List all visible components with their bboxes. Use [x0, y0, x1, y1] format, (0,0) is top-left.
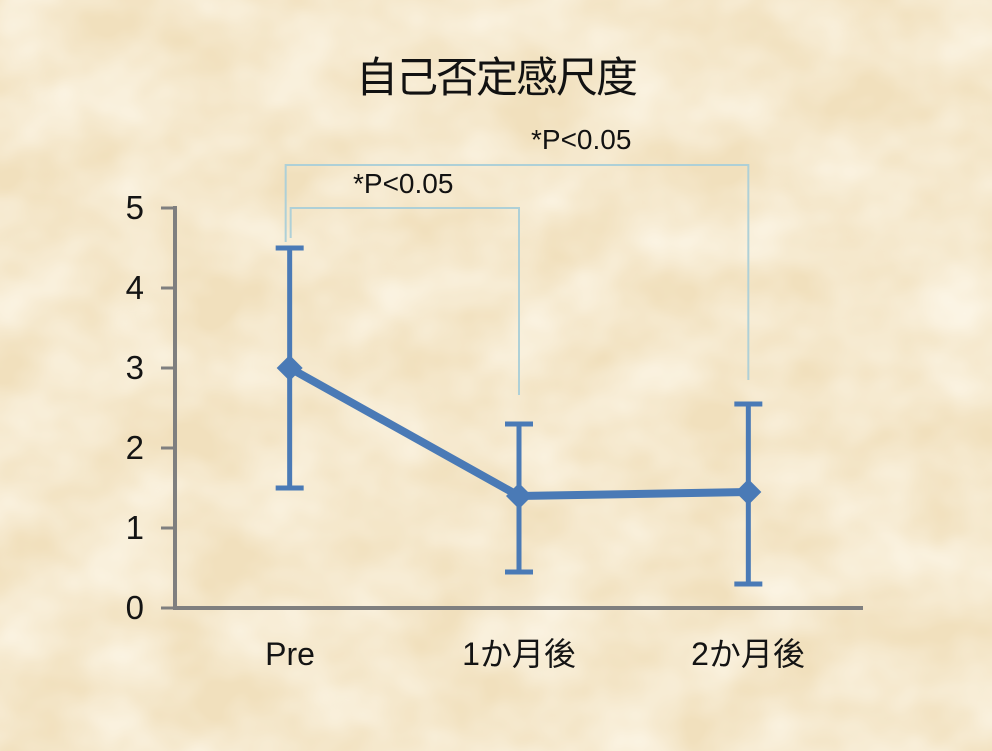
significance-label-pre-vs-1month: *P<0.05: [353, 168, 454, 199]
significance-label-pre-vs-2month: *P<0.05: [531, 124, 632, 155]
x-label-pre: Pre: [265, 636, 315, 672]
y-tick-label-5: 5: [125, 189, 144, 226]
data-point-marker: [276, 355, 303, 381]
chart-title: 自己否定感尺度: [355, 54, 638, 101]
y-tick-label-2: 2: [125, 429, 144, 466]
x-label-1month: 1か月後: [462, 636, 576, 672]
significance-bracket: [289, 207, 520, 395]
y-tick-label-3: 3: [125, 349, 144, 386]
y-tick-label-1: 1: [125, 509, 144, 546]
y-tick-label-0: 0: [125, 589, 144, 626]
data-point-marker: [735, 479, 762, 505]
x-label-2month: 2か月後: [691, 636, 805, 672]
data-point-marker: [506, 483, 532, 509]
y-tick-label-4: 4: [125, 269, 144, 306]
significance-bracket: [284, 164, 750, 380]
